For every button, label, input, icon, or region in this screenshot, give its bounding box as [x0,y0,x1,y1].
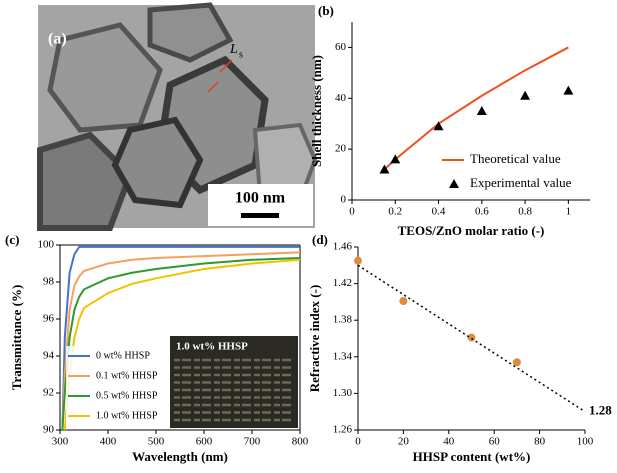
marker [468,334,476,342]
x-tick-label: 600 [196,436,213,448]
x-tick-label: 0.6 [475,206,489,218]
series-line [358,265,585,411]
marker [399,297,407,305]
marker [477,106,487,115]
y-axis-title: Shell thickness (nm) [309,55,324,167]
x-tick-label: 1 [566,206,572,218]
x-tick-label: 100 [577,436,594,448]
scale-bar [241,213,279,218]
figure: (a) L s 100 nm (b) 0 0.2 0.4 0.6 0.8 1 0 20 40 60 T… [0,0,617,468]
y-tick-label: 100 [38,239,55,251]
legend-label: Experimental value [470,175,572,190]
x-tick-label: 20 [398,436,410,448]
y-tick-label: 1.46 [333,241,353,253]
x-tick-label: 0 [349,206,355,218]
panel-label: (a) [48,31,67,48]
y-tick-label: 90 [43,424,55,436]
x-tick-label: 300 [52,436,69,448]
legend-label: 1.0 wt% HHSP [96,410,158,421]
legend-label: Theoretical value [470,151,561,166]
x-tick-label: 0.4 [432,206,446,218]
x-axis-title: TEOS/ZnO molar ratio (-) [398,223,545,238]
y-tick-label: 1.38 [333,314,353,326]
y-tick-label: 1.42 [333,277,352,289]
x-tick-label: 0.8 [518,206,532,218]
y-tick-label: 40 [335,92,347,104]
x-tick-label: 80 [534,436,546,448]
y-axis-title: Refractive index (-) [307,285,322,393]
x-tick-label: 60 [489,436,501,448]
marker [563,86,573,95]
x-tick-label: 500 [148,436,165,448]
y-tick-label: 98 [43,276,55,288]
y-tick-label: 0 [341,194,347,206]
x-tick-label: 0.2 [388,206,402,218]
annotation: 1.28 [589,403,612,418]
legend-label: 0.5 wt% HHSP [96,390,158,401]
panel-label: (c) [5,232,19,247]
inset-photo: 1.0 wt% HHSP [170,336,298,428]
marker [354,257,362,265]
legend-marker [449,179,459,188]
x-axis-title: HHSP content (wt%) [413,449,531,464]
annotation: L [229,42,238,57]
y-tick-label: 20 [335,143,347,155]
marker [520,91,530,100]
x-tick-label: 40 [443,436,455,448]
y-tick-label: 94 [43,350,55,362]
y-tick-label: 1.26 [333,424,353,436]
x-tick-label: 0 [355,436,361,448]
x-tick-label: 400 [100,436,117,448]
x-tick-label: 800 [292,436,309,448]
legend-label: 0.1 wt% HHSP [96,370,158,381]
panel-label: (b) [318,3,334,18]
y-tick-label: 1.30 [333,387,353,399]
y-tick-label: 60 [335,41,347,53]
x-axis-title: Wavelength (nm) [132,449,228,464]
annotation-sub: s [239,49,243,60]
y-tick-label: 1.34 [333,350,353,362]
tem-image: (a) L s 100 nm [38,5,315,228]
y-tick-label: 92 [43,387,54,399]
panel-label: (d) [312,232,328,247]
legend-label: 0 wt% HHSP [96,350,150,361]
y-axis-title: Transmittance (%) [9,285,24,391]
scale-bar-label: 100 nm [235,190,286,207]
inset-label: 1.0 wt% HHSP [176,341,248,353]
x-tick-label: 700 [244,436,261,448]
y-tick-label: 96 [43,313,55,325]
